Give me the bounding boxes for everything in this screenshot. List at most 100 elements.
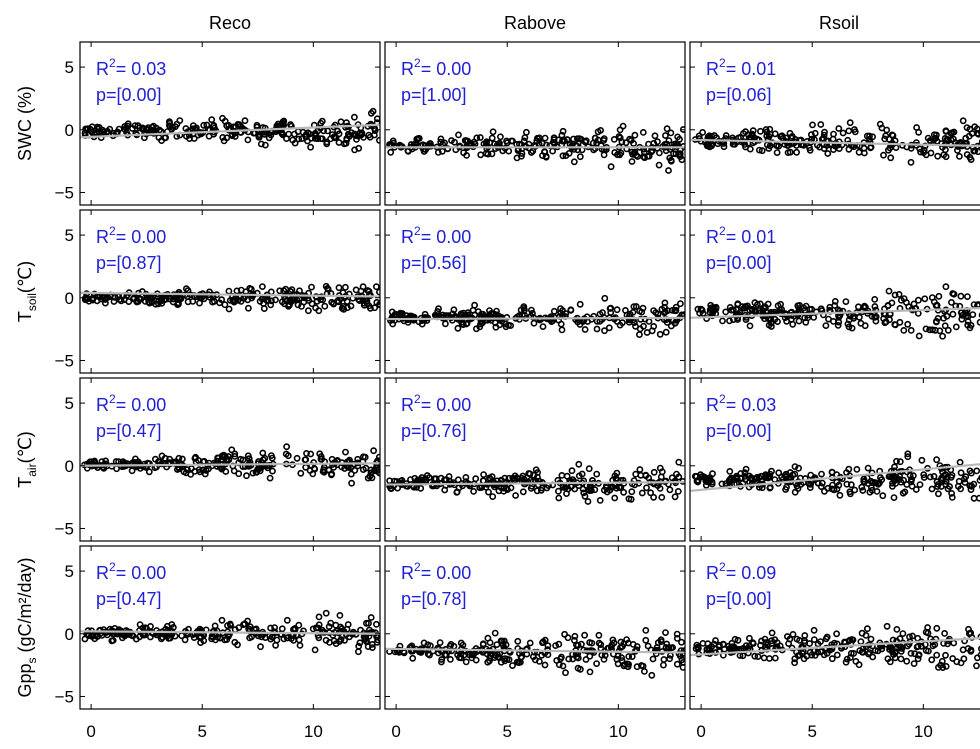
data-point <box>672 150 680 158</box>
data-point <box>903 657 911 665</box>
data-point <box>907 478 915 486</box>
data-point <box>830 486 838 494</box>
panel-swc-reco: −5 0 5 R2= 0.03 p=[0.00] <box>55 41 381 206</box>
data-point <box>768 637 775 645</box>
data-point <box>928 485 936 493</box>
data-point <box>842 658 850 666</box>
data-point <box>574 641 582 649</box>
data-point <box>632 303 640 310</box>
data-point <box>648 671 656 679</box>
data-point <box>181 636 189 644</box>
data-point <box>241 620 249 628</box>
data-point <box>710 640 718 648</box>
data-point <box>328 298 336 306</box>
data-point <box>917 148 924 156</box>
data-point <box>578 470 586 478</box>
data-point <box>771 654 779 662</box>
data-point <box>662 629 669 636</box>
fit-line <box>385 647 685 654</box>
data-point <box>491 629 499 637</box>
data-point <box>354 455 362 463</box>
data-point <box>618 643 626 650</box>
data-point <box>581 326 589 333</box>
data-point <box>341 283 349 291</box>
data-point <box>471 301 478 309</box>
x-tick-label: 0 <box>696 722 705 741</box>
fit-line <box>690 637 980 657</box>
data-point <box>843 469 850 476</box>
data-point <box>921 142 929 150</box>
data-point <box>591 134 599 142</box>
data-point <box>423 472 431 479</box>
data-point <box>525 470 533 477</box>
data-point <box>707 304 715 312</box>
data-point <box>244 304 252 312</box>
data-point <box>150 126 158 134</box>
data-point <box>677 300 684 308</box>
data-point <box>597 126 604 134</box>
data-point <box>672 140 680 147</box>
data-point <box>674 133 681 141</box>
data-point <box>514 637 522 645</box>
data-point <box>935 490 942 498</box>
data-point <box>907 144 915 152</box>
data-point <box>667 157 675 165</box>
data-point <box>352 132 359 139</box>
data-point <box>343 625 351 633</box>
data-point <box>742 465 750 473</box>
data-point <box>312 304 319 312</box>
data-point <box>460 149 467 157</box>
data-point <box>220 137 228 145</box>
r-squared-label: R2= 0.00 <box>96 392 166 415</box>
data-point <box>830 317 837 325</box>
data-point <box>441 486 449 494</box>
data-point <box>448 316 456 324</box>
data-point <box>963 124 971 131</box>
data-point <box>354 648 362 656</box>
data-point <box>121 126 129 133</box>
data-point <box>230 467 238 475</box>
data-point <box>350 113 358 121</box>
data-point <box>855 303 862 311</box>
data-point <box>722 308 730 316</box>
data-point <box>833 630 840 638</box>
data-point <box>317 119 325 127</box>
data-point <box>335 298 343 306</box>
data-point <box>834 321 842 329</box>
data-point <box>970 301 978 308</box>
data-point <box>156 629 164 637</box>
data-point <box>974 148 980 156</box>
data-point <box>967 629 975 637</box>
data-point <box>101 629 109 636</box>
data-point <box>657 636 665 644</box>
data-point <box>977 633 980 641</box>
scatter-points <box>81 282 380 315</box>
data-point <box>498 637 506 645</box>
data-point <box>368 641 376 648</box>
data-point <box>571 632 579 640</box>
scatter-points <box>81 609 380 656</box>
data-point <box>942 283 950 291</box>
data-point <box>435 305 442 313</box>
data-point <box>925 647 932 655</box>
data-point <box>584 498 592 505</box>
data-point <box>445 473 453 480</box>
data-point <box>893 626 901 633</box>
data-point <box>886 644 894 651</box>
data-point <box>808 305 816 313</box>
data-point <box>530 319 538 327</box>
panel-frame <box>384 545 686 710</box>
data-point <box>900 326 908 334</box>
data-point <box>559 662 567 670</box>
data-point <box>956 152 963 160</box>
column-title-rabove: Rabove <box>504 13 566 33</box>
data-point <box>324 285 332 293</box>
data-point <box>267 301 275 309</box>
data-point <box>610 135 618 143</box>
data-point <box>586 484 594 491</box>
data-point <box>457 654 465 662</box>
r-squared-label: R2= 0.00 <box>96 224 166 247</box>
data-point <box>952 323 960 331</box>
data-point <box>958 309 965 316</box>
data-point <box>953 658 961 666</box>
